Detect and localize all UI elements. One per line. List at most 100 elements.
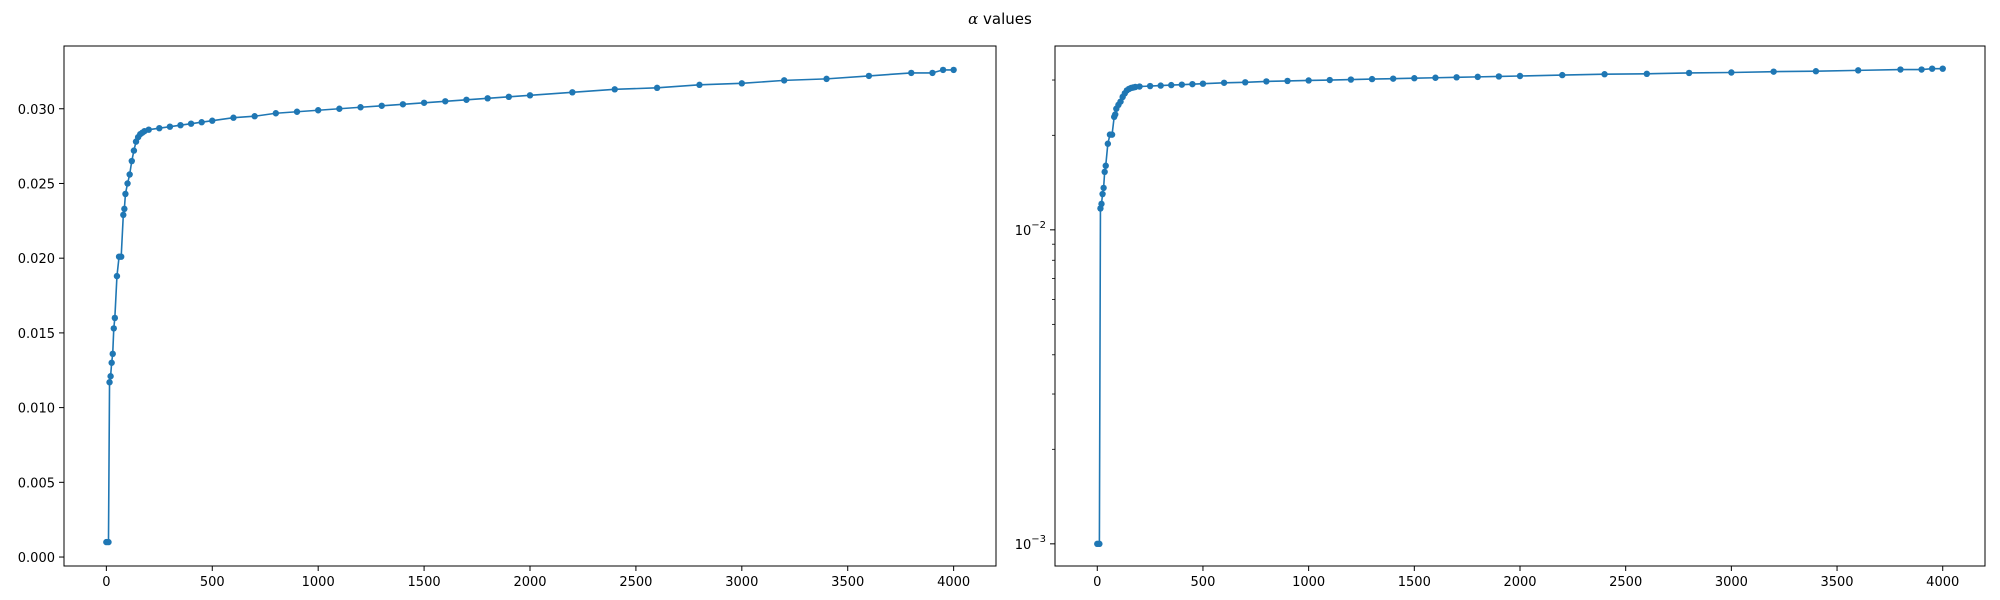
data-point [780, 77, 788, 84]
y-tick-label: 0.005 [18, 476, 55, 491]
x-tick-label: 3500 [831, 575, 864, 590]
data-point [939, 66, 947, 74]
series-line [1097, 67, 1943, 545]
data-point [357, 104, 364, 111]
figure-title: α values [0, 10, 2000, 28]
data-point [1189, 80, 1196, 88]
data-point [1389, 75, 1397, 82]
x-tick-label: 2000 [513, 575, 546, 590]
data-point [106, 379, 113, 386]
data-point [1178, 81, 1186, 88]
data-point [1453, 74, 1460, 81]
x-tick-label: 2000 [1503, 575, 1536, 590]
data-point [1157, 82, 1164, 89]
y-tick-label: 10−3 [1015, 534, 1046, 553]
data-point [1474, 73, 1481, 81]
data-point [1347, 76, 1355, 83]
data-point [109, 350, 116, 358]
data-point [1432, 74, 1439, 81]
data-point [442, 98, 449, 105]
data-point [823, 75, 830, 83]
x-tick-label: 4000 [1926, 575, 1959, 590]
data-point [314, 107, 322, 114]
data-point [108, 359, 115, 366]
x-tick-label: 0 [102, 575, 110, 590]
data-point [1411, 75, 1418, 82]
data-point [120, 211, 127, 219]
data-point [1242, 79, 1249, 86]
log-scale-chart: 0 500 1000 1500 2000 2500 3000 3500 4000 10−3 10−2 [1015, 45, 1986, 590]
data-point [1112, 111, 1119, 118]
data-point [1928, 65, 1936, 72]
x-tick-label: 500 [200, 575, 225, 590]
data-point [526, 92, 534, 99]
data-point [177, 122, 184, 129]
data-point [399, 101, 407, 108]
x-tick-label: 1000 [1292, 575, 1325, 590]
x-tick-label: 2500 [1609, 575, 1642, 590]
x-tick-label: 500 [1191, 575, 1216, 590]
x-tick-label: 0 [1093, 575, 1101, 590]
data-point [209, 117, 216, 124]
data-point [128, 157, 135, 165]
data-point [1263, 78, 1270, 85]
x-tick-label: 3000 [725, 575, 758, 590]
data-point [1918, 66, 1925, 73]
data-point [420, 99, 428, 106]
data-point [1284, 77, 1291, 85]
data-point [1728, 69, 1735, 76]
data-point [1854, 67, 1862, 74]
y-tick-label: 10−2 [1015, 220, 1046, 239]
data-point [1168, 81, 1175, 89]
data-point [166, 123, 174, 130]
data-point [230, 114, 237, 121]
data-point [569, 89, 576, 96]
data-point [1559, 71, 1566, 79]
data-point [1601, 71, 1608, 78]
data-point [653, 84, 661, 92]
data-point [251, 113, 258, 120]
x-tick-label: 2500 [619, 575, 652, 590]
data-point [1643, 70, 1651, 78]
data-point [1516, 72, 1524, 80]
x-tick-label: 4000 [937, 575, 970, 590]
data-point [110, 325, 117, 332]
data-point [865, 72, 873, 80]
data-point [1326, 76, 1333, 84]
data-point [105, 538, 112, 546]
x-tick-label: 1500 [1398, 575, 1431, 590]
data-point [1368, 75, 1376, 83]
y-tick-label: 0.015 [18, 327, 55, 342]
data-point [1770, 68, 1777, 75]
data-point [117, 253, 125, 260]
data-point [1199, 80, 1207, 87]
data-point [1812, 68, 1820, 75]
data-point [1685, 69, 1693, 77]
data-point [1108, 131, 1116, 138]
figure-title-symbol: α [968, 10, 979, 28]
data-point [1305, 77, 1312, 84]
linear-scale-chart: 0 500 1000 1500 2000 2500 3000 3500 4000 0.000 0.0… [18, 45, 997, 590]
data-point [198, 119, 205, 126]
data-point [145, 126, 152, 133]
data-point [929, 69, 936, 77]
y-tick-label: 0.030 [18, 103, 55, 118]
data-point [611, 86, 618, 93]
data-point [696, 81, 703, 89]
x-tick-label: 3000 [1715, 575, 1748, 590]
data-point [1099, 190, 1106, 198]
data-point [187, 120, 195, 127]
data-point [1220, 79, 1228, 86]
data-point [124, 180, 131, 187]
data-point [107, 373, 114, 380]
data-point [156, 124, 163, 132]
data-point [463, 96, 470, 103]
figure-title-text: values [978, 10, 1032, 28]
x-tick-label: 3500 [1820, 575, 1853, 590]
data-point [738, 80, 746, 87]
data-point [1897, 66, 1904, 73]
data-point [1096, 540, 1103, 548]
data-point [121, 205, 128, 213]
data-point [908, 69, 915, 77]
